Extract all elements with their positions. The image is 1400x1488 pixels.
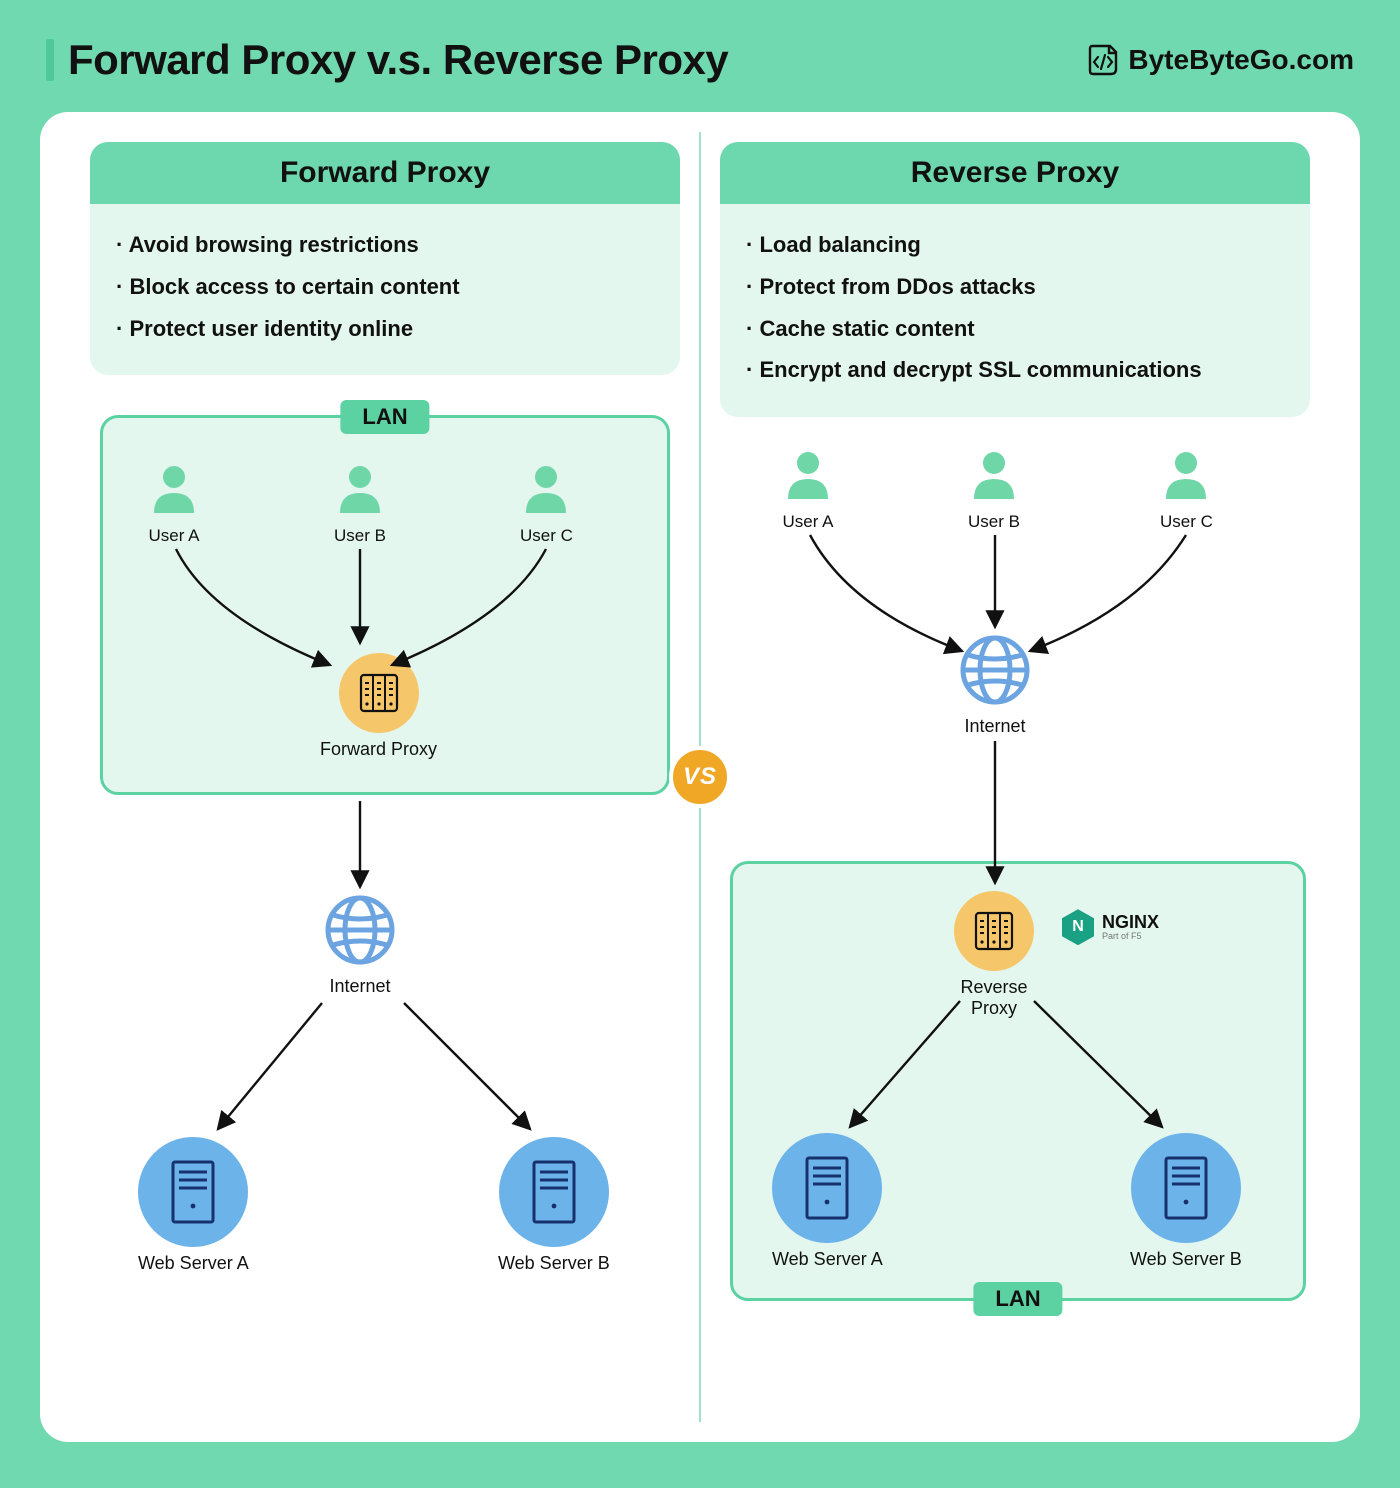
server-label: Web Server B [498,1253,610,1274]
user-node: User B [334,463,386,546]
user-node: User C [520,463,573,546]
server-icon [138,1137,248,1247]
internet-node: Internet [960,635,1030,737]
brand-text: ByteByteGo.com [1128,44,1354,76]
user-label: User B [334,526,386,546]
user-label: User B [968,512,1020,532]
internet-label: Internet [960,716,1030,737]
lan-label: LAN [340,400,429,434]
user-node: User C [1160,449,1213,532]
server-node: Web Server A [138,1137,249,1274]
user-icon [968,449,1020,501]
server-icon [499,1137,609,1247]
user-node: User A [782,449,834,532]
brand-icon [1088,43,1118,77]
user-node: User A [148,463,200,546]
reverse-proxy-title: Reverse Proxy [720,142,1310,204]
brand-logo: ByteByteGo.com [1088,43,1354,77]
user-label: User C [1160,512,1213,532]
forward-proxy-title: Forward Proxy [90,142,680,204]
globe-icon [325,895,395,965]
user-label: User A [782,512,834,532]
user-label: User A [148,526,200,546]
nginx-label: NGINX [1102,913,1159,931]
nginx-sublabel: Part of F5 [1102,931,1159,941]
server-icon [772,1133,882,1243]
server-node: Web Server A [772,1133,883,1270]
reverse-proxy-node: Reverse Proxy [954,891,1034,1019]
comparison-card: VS Forward Proxy Avoid browsing restrict… [40,112,1360,1442]
server-node: Web Server B [1130,1133,1242,1270]
bullet-item: Load balancing [746,224,1284,266]
user-icon [148,463,200,515]
nginx-hex-icon: N [1062,909,1094,945]
user-label: User C [520,526,573,546]
bullet-item: Protect user identity online [116,308,654,350]
server-label: Web Server A [772,1249,883,1270]
user-icon [520,463,572,515]
internet-node: Internet [325,895,395,997]
user-icon [782,449,834,501]
user-node: User B [968,449,1020,532]
forward-proxy-column: Forward Proxy Avoid browsing restriction… [70,142,700,1408]
title-accent-bar [46,39,54,81]
proxy-icon [954,891,1034,971]
globe-icon [960,635,1030,705]
page-title: Forward Proxy v.s. Reverse Proxy [68,36,728,84]
user-icon [1160,449,1212,501]
bullet-item: Block access to certain content [116,266,654,308]
bullet-item: Avoid browsing restrictions [116,224,654,266]
forward-proxy-node: Forward Proxy [320,653,437,760]
proxy-icon [339,653,419,733]
reverse-proxy-column: Reverse Proxy Load balancing Protect fro… [700,142,1330,1408]
server-icon [1131,1133,1241,1243]
bullet-item: Cache static content [746,308,1284,350]
forward-proxy-panel: Forward Proxy Avoid browsing restriction… [90,142,680,375]
server-label: Web Server A [138,1253,249,1274]
reverse-proxy-panel: Reverse Proxy Load balancing Protect fro… [720,142,1310,417]
lan-label: LAN [973,1282,1062,1316]
proxy-label: Forward Proxy [320,739,437,760]
server-node: Web Server B [498,1137,610,1274]
nginx-badge: N NGINX Part of F5 [1062,909,1159,945]
bullet-item: Protect from DDos attacks [746,266,1284,308]
header: Forward Proxy v.s. Reverse Proxy ByteByt… [40,36,1360,84]
internet-label: Internet [325,976,395,997]
user-icon [334,463,386,515]
server-label: Web Server B [1130,1249,1242,1270]
forward-proxy-diagram: LAN User A User B User C [90,397,680,1408]
vs-badge: VS [669,746,731,808]
proxy-label: Reverse Proxy [954,977,1034,1019]
reverse-proxy-diagram: User A User B User C [720,439,1310,1408]
bullet-item: Encrypt and decrypt SSL communications [746,349,1284,391]
